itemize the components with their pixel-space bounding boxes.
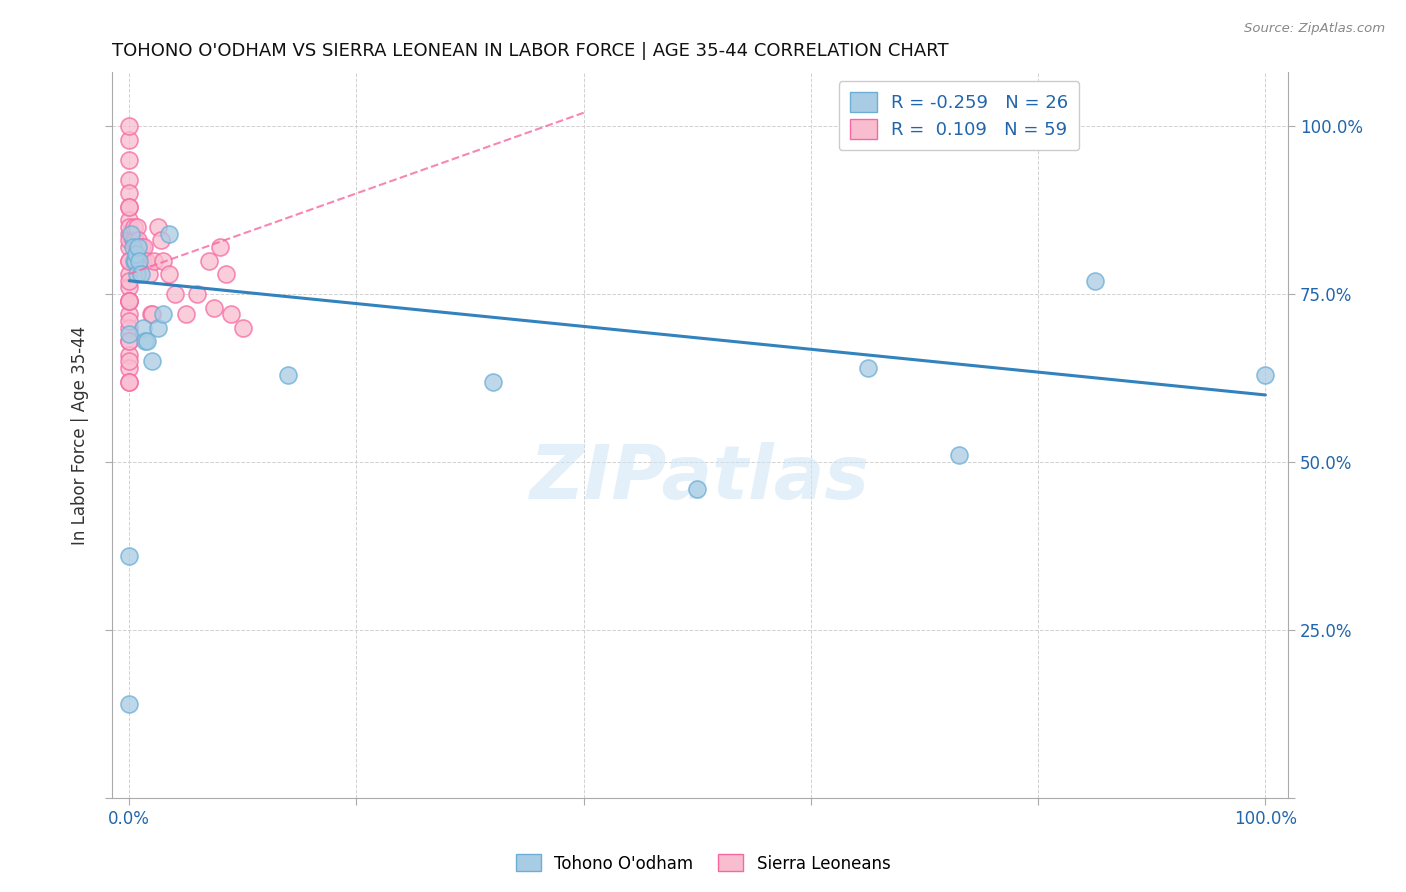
Point (174, 307, 197, 321)
Point (118, 219, 141, 234)
Point (197, 253, 219, 268)
Text: TOHONO O'ODHAM VS SIERRA LEONEAN IN LABOR FORCE | AGE 35-44 CORRELATION CHART: TOHONO O'ODHAM VS SIERRA LEONEAN IN LABO… (112, 42, 949, 60)
Point (139, 307, 162, 321)
Point (232, 320, 254, 334)
Point (129, 267, 152, 281)
Point (118, 186, 141, 201)
Text: ZIPatlas: ZIPatlas (530, 442, 870, 516)
Point (124, 253, 146, 268)
Point (127, 234, 149, 248)
Point (150, 234, 173, 248)
Point (118, 173, 141, 187)
Point (146, 219, 169, 234)
Point (118, 280, 141, 294)
Point (152, 253, 174, 268)
Point (277, 368, 299, 382)
Point (948, 449, 970, 463)
Point (127, 267, 149, 281)
Point (141, 307, 163, 321)
Point (1084, 274, 1107, 288)
Point (118, 348, 141, 362)
Point (118, 227, 141, 241)
Point (157, 267, 180, 281)
Point (136, 334, 159, 349)
Point (132, 253, 155, 268)
Point (125, 253, 148, 268)
Point (132, 320, 155, 334)
Y-axis label: In Labor Force | Age 35-44: In Labor Force | Age 35-44 (72, 326, 89, 545)
Point (118, 240, 141, 254)
Point (202, 301, 225, 315)
Point (143, 253, 166, 268)
Point (481, 375, 503, 389)
Point (118, 307, 141, 321)
Point (118, 253, 141, 268)
Point (118, 293, 141, 308)
Point (118, 327, 141, 342)
Point (186, 287, 208, 301)
Point (118, 234, 141, 248)
Point (118, 119, 141, 133)
Point (118, 361, 141, 376)
Point (124, 234, 146, 248)
Point (209, 240, 232, 254)
Legend: R = -0.259   N = 26, R =  0.109   N = 59: R = -0.259 N = 26, R = 0.109 N = 59 (839, 81, 1080, 150)
Point (118, 375, 141, 389)
Point (152, 307, 174, 321)
Point (125, 247, 148, 261)
Point (135, 253, 157, 268)
Point (118, 320, 141, 334)
Point (157, 227, 180, 241)
Point (121, 227, 143, 241)
Point (118, 549, 141, 564)
Point (122, 219, 145, 234)
Point (121, 240, 143, 254)
Point (118, 274, 141, 288)
Point (141, 354, 163, 368)
Point (118, 334, 141, 349)
Point (118, 314, 141, 328)
Point (118, 334, 141, 349)
Point (686, 482, 709, 496)
Point (163, 287, 186, 301)
Point (118, 293, 141, 308)
Point (132, 240, 155, 254)
Point (118, 697, 141, 711)
Point (221, 307, 243, 321)
Point (118, 267, 141, 281)
Point (138, 267, 160, 281)
Point (122, 253, 145, 268)
Point (118, 200, 141, 214)
Point (121, 234, 143, 248)
Point (146, 320, 169, 334)
Legend: Tohono O'odham, Sierra Leoneans: Tohono O'odham, Sierra Leoneans (509, 847, 897, 880)
Point (118, 293, 141, 308)
Point (1254, 368, 1277, 382)
Point (118, 133, 141, 147)
Point (129, 253, 152, 268)
Point (128, 240, 150, 254)
Point (215, 267, 238, 281)
Point (118, 153, 141, 167)
Point (128, 253, 150, 268)
Point (118, 253, 141, 268)
Point (856, 361, 879, 376)
Point (127, 219, 149, 234)
Point (118, 354, 141, 368)
Point (118, 213, 141, 227)
Point (127, 240, 149, 254)
Point (134, 334, 156, 349)
Point (131, 240, 153, 254)
Point (118, 200, 141, 214)
Text: Source: ZipAtlas.com: Source: ZipAtlas.com (1244, 22, 1385, 36)
Point (118, 375, 141, 389)
